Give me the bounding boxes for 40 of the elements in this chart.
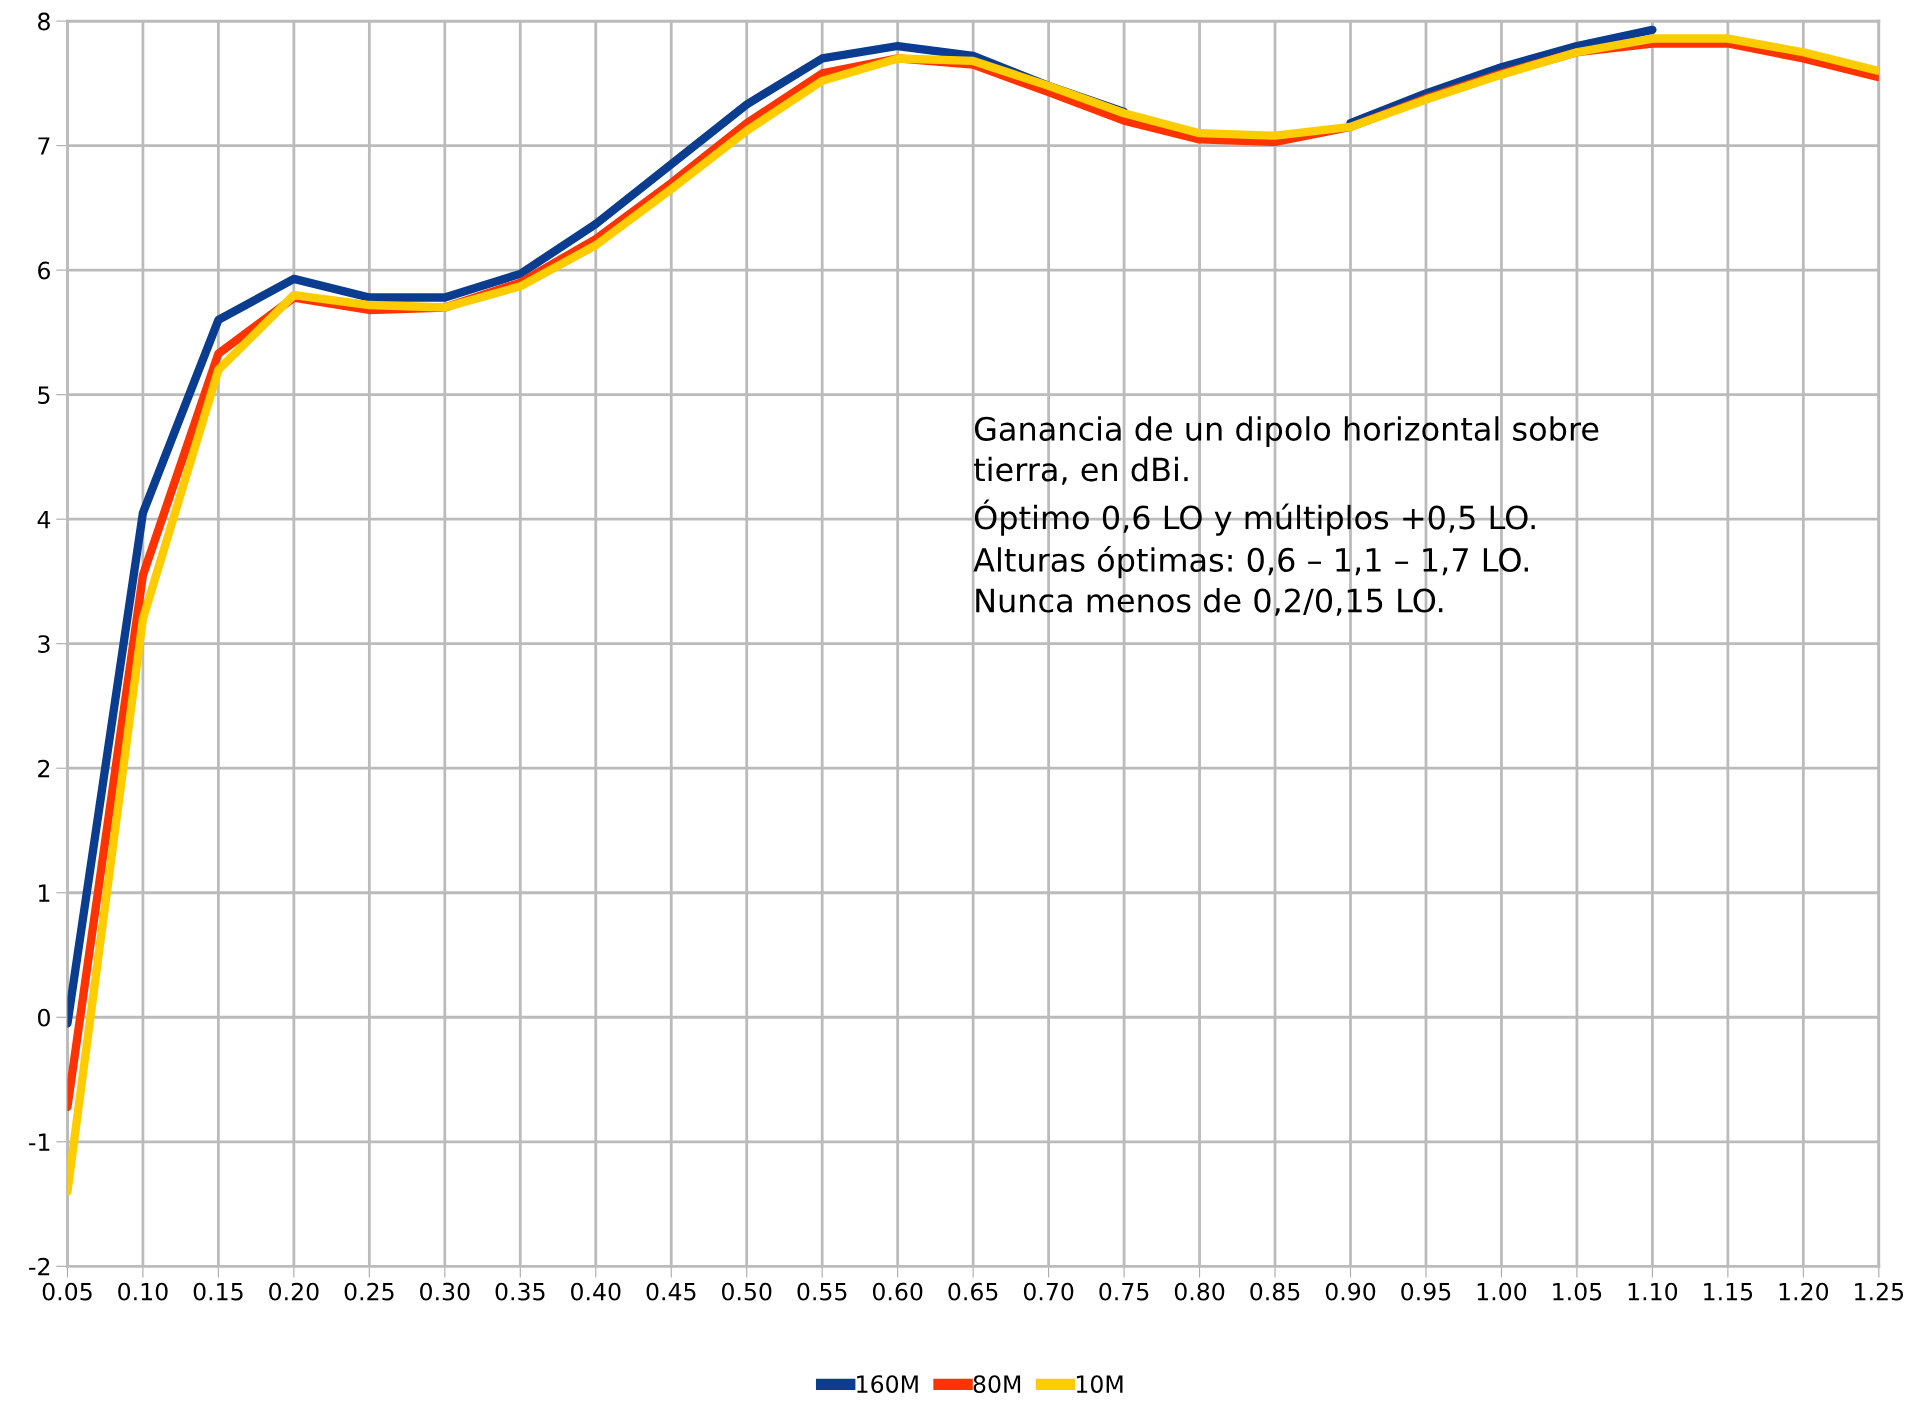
x-tick-label: 0.90 [1325, 1282, 1376, 1301]
y-tick-label: 8 [38, 12, 50, 31]
x-tick-label: 0.50 [721, 1282, 772, 1301]
x-tick-label: 0.30 [420, 1282, 470, 1301]
y-tick-label: 5 [38, 386, 50, 404]
y-tick-label: 4 [37, 510, 51, 529]
x-tick-label: 1.05 [1553, 1282, 1602, 1301]
x-tick-label: 0.95 [1401, 1282, 1451, 1301]
y-tick-label: 2 [38, 759, 50, 778]
x-tick-label: 0.15 [193, 1282, 243, 1301]
x-tick-label: 1.15 [1704, 1283, 1753, 1301]
x-tick-label: 1.00 [1477, 1282, 1527, 1301]
x-tick-label: 0.60 [872, 1282, 923, 1301]
x-tick-label: 0.05 [42, 1282, 92, 1301]
x-tick-label: 0.75 [1099, 1282, 1149, 1301]
x-tick-label: 0.10 [118, 1282, 168, 1301]
legend-label: 80M [973, 1375, 1021, 1393]
x-tick-label: 1.10 [1628, 1282, 1678, 1301]
y-tick-label: 1 [39, 884, 50, 902]
y-tick-label: -2 [29, 1257, 50, 1276]
x-tick-label: 0.25 [344, 1282, 394, 1301]
x-tick-label: 1.20 [1779, 1282, 1829, 1301]
y-tick-label: 7 [38, 137, 50, 155]
x-tick-label: 0.55 [797, 1282, 847, 1301]
x-tick-label: 0.85 [1250, 1282, 1300, 1301]
legend-label: 160M [857, 1375, 918, 1393]
x-tick-label: 0.40 [571, 1282, 621, 1301]
y-tick-label: -1 [29, 1133, 50, 1151]
x-tick-label: 1.25 [1855, 1282, 1904, 1301]
x-tick-label: 0.35 [495, 1282, 545, 1301]
x-tick-label: 0.45 [646, 1282, 696, 1301]
annotation: Ganancia de un dipolo horizontal sobre tierra, en dBi. Óptimo 0,6 LO y múltiplos +0,5 LO. Alturas óptimas: 0,6 – 1,1 – 1,7 LO. Nunca menos de 0,2/0,15 LO. [973, 416, 1599, 616]
x-tick-label: 0.70 [1023, 1282, 1074, 1301]
x-tick-label: 0.65 [948, 1282, 998, 1301]
x-tick-label: 0.20 [269, 1282, 319, 1301]
x-tick-label: 0.80 [1174, 1282, 1225, 1301]
y-tick-label: 6 [38, 261, 50, 280]
y-tick-label: 0 [38, 1008, 50, 1027]
legend-label: 10M [1076, 1375, 1123, 1393]
y-tick-label: 3 [38, 635, 50, 654]
